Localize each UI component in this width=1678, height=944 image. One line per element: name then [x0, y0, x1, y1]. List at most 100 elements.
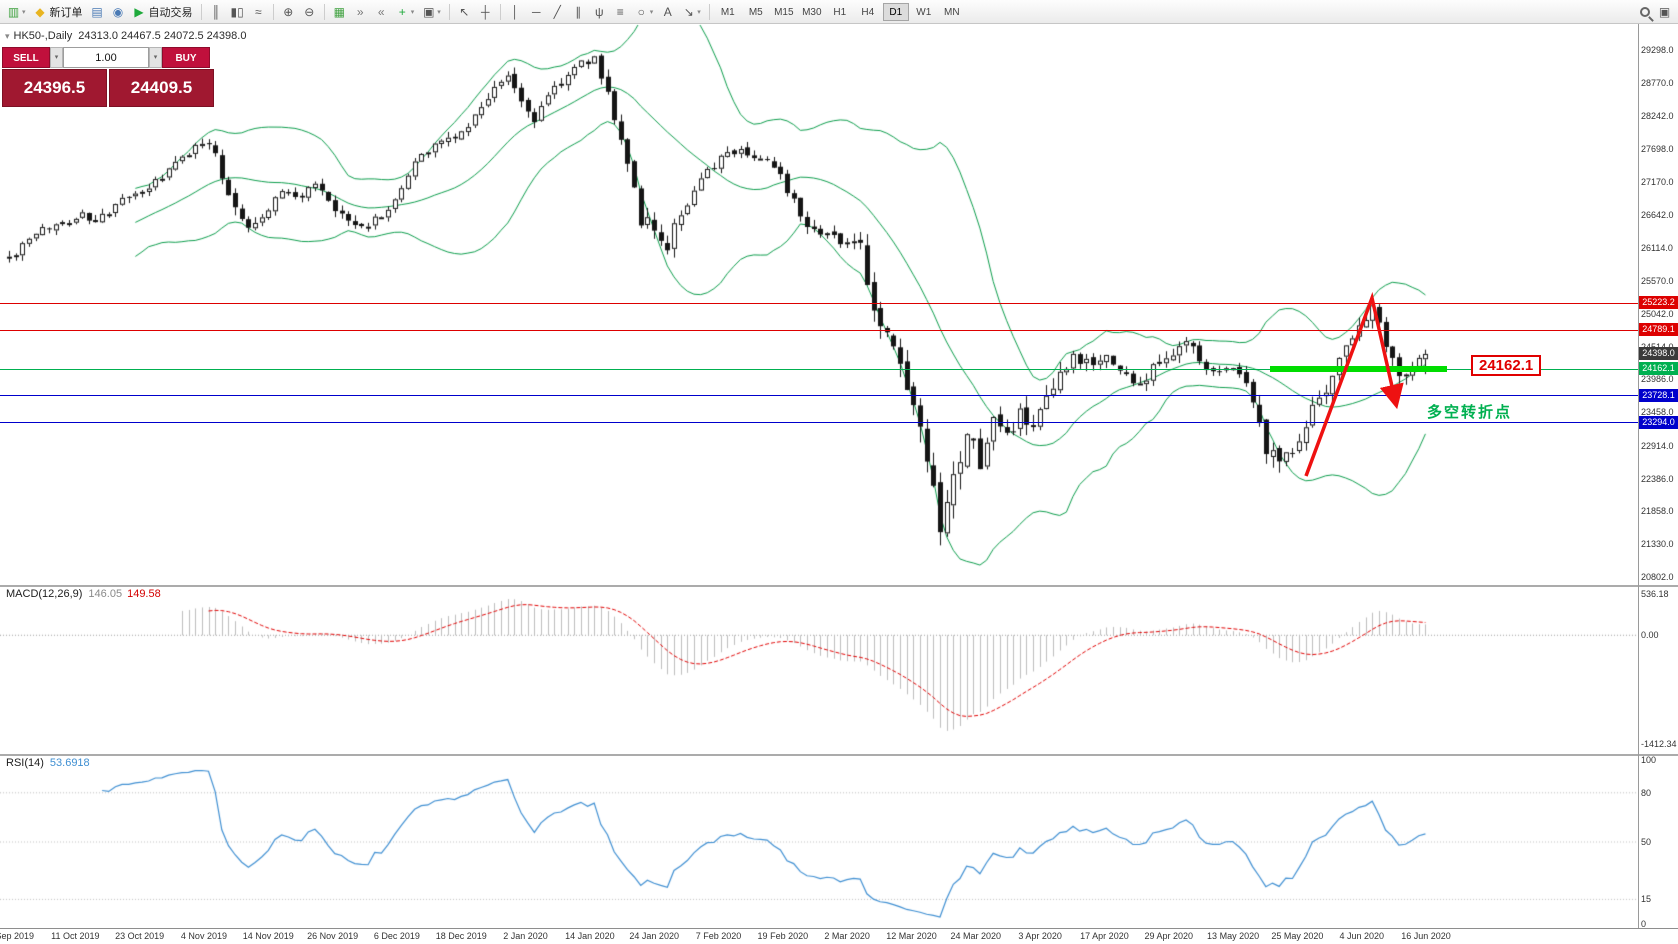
- indicators-button[interactable]: + ▾: [393, 2, 418, 22]
- buy-button[interactable]: BUY: [162, 47, 210, 68]
- buy-price-button[interactable]: 24409.5: [109, 69, 214, 107]
- buy-dropdown-icon[interactable]: ▾: [149, 47, 162, 68]
- hline-24789.1[interactable]: [0, 330, 1638, 331]
- bar-chart-icon[interactable]: ║: [207, 2, 226, 22]
- date-label: 18 Dec 2019: [435, 931, 487, 941]
- text-label-icon[interactable]: A: [658, 2, 677, 22]
- zoom-in-icon[interactable]: ⊕: [279, 2, 298, 22]
- tile-windows-icon[interactable]: ▦: [330, 2, 349, 22]
- macd-scale-label: -1412.34: [1641, 739, 1677, 749]
- sell-dropdown-icon[interactable]: ▾: [50, 47, 63, 68]
- hline-25223.2[interactable]: [0, 303, 1638, 304]
- timeframe-m30-button[interactable]: M30: [802, 6, 822, 18]
- price-axis-label: 23458.0: [1641, 407, 1674, 418]
- toolbar: ▥ ▾ ◆ 新订单 ▤ ◉ ▶ 自动交易 ║ ▮▯ ≈ ⊕ ⊖ ▦» «+ ▾ ▣ ▾ ↖ ┼ │ ─ ╱ ∥ ψ ≡ ○ ▾ A ↘ ▾ M…: [0, 0, 1678, 24]
- timeframe-h4-button[interactable]: H4: [861, 6, 875, 18]
- oneclick-collapse-icon[interactable]: ▾: [5, 31, 10, 41]
- date-label: 16 Jun 2020: [1401, 931, 1451, 941]
- cursor-icon-glyph: ↖: [459, 4, 470, 19]
- date-label: 29 Apr 2020: [1144, 931, 1194, 941]
- date-label: 3 Apr 2020: [1018, 931, 1062, 941]
- timeframe-w1-button[interactable]: W1: [916, 6, 932, 18]
- date-label: 19 Feb 2020: [757, 931, 809, 941]
- indicators-glyph: +: [398, 4, 406, 19]
- channel-icon[interactable]: ∥: [569, 2, 588, 22]
- new-chart-button[interactable]: ▥ ▾: [4, 2, 29, 22]
- panel-splitter[interactable]: [0, 754, 1678, 756]
- timeframe-d1-button[interactable]: D1: [882, 2, 909, 21]
- horizontal-line-icon[interactable]: ─: [527, 2, 546, 22]
- price-axis[interactable]: 29298.0 28770.0 28242.0 27698.0 27170.0 26642…: [1638, 24, 1678, 928]
- price-axis-label: 21330.0: [1641, 539, 1674, 550]
- time-axis[interactable]: 7 Sep 2019 11 Oct 2019 23 Oct 2019 4 Nov 20…: [0, 929, 1678, 944]
- search-icon[interactable]: [1637, 2, 1653, 22]
- arrows-icon[interactable]: ↘ ▾: [679, 2, 704, 22]
- line-chart-icon[interactable]: ≈: [249, 2, 268, 22]
- shapes-icon[interactable]: ○ ▾: [632, 2, 657, 22]
- turning-point-annotation[interactable]: 多空转折点: [1427, 404, 1513, 421]
- vertical-line-icon[interactable]: │: [506, 2, 525, 22]
- date-label: 7 Feb 2020: [695, 931, 742, 941]
- toolbar-separator: [272, 3, 274, 20]
- date-label: 25 May 2020: [1271, 931, 1324, 941]
- date-label: 2 Jan 2020: [503, 931, 548, 941]
- chart-profile-icon[interactable]: ▤: [88, 2, 107, 22]
- timeframe-m15-button[interactable]: M15: [774, 6, 794, 18]
- timeframe-mn-button[interactable]: MN: [944, 6, 960, 18]
- timeframe-m1-button[interactable]: M1: [720, 6, 735, 18]
- fibonacci-icon[interactable]: ≡: [611, 2, 630, 22]
- panel-splitter[interactable]: [0, 585, 1678, 587]
- toolbar-separator: [708, 3, 710, 20]
- date-label: 23 Oct 2019: [115, 931, 165, 941]
- dropdown-arrow-icon: ▾: [697, 8, 701, 16]
- rsi-name: RSI(14): [6, 757, 44, 769]
- toolbar-separator: [323, 3, 325, 20]
- date-label: 14 Nov 2019: [242, 931, 294, 941]
- zoom-out-icon[interactable]: ⊖: [300, 2, 319, 22]
- timeframe-h1-button[interactable]: H1: [833, 6, 847, 18]
- sell-price-button[interactable]: 24396.5: [2, 69, 107, 107]
- bar-chart-icon-glyph: ║: [211, 4, 221, 19]
- trendline-icon[interactable]: ╱: [548, 2, 567, 22]
- price-axis-label: 29298.0: [1641, 45, 1674, 55]
- autotrading-glyph: ▶: [134, 4, 144, 19]
- sell-button[interactable]: SELL: [2, 47, 50, 68]
- new-chart-glyph: ▥: [7, 4, 20, 19]
- hline-24162.1[interactable]: [0, 369, 1638, 370]
- autotrading-button[interactable]: ▶ 自动交易: [130, 2, 196, 22]
- price-axis-label: 22914.0: [1641, 440, 1674, 451]
- auto-scroll-icon[interactable]: »: [351, 2, 370, 22]
- toolbar-separator: [200, 3, 202, 20]
- price-tag-23728.1: 23728.1: [1639, 388, 1678, 402]
- autotrading-button-label: 自动交易: [148, 6, 193, 19]
- new-order-button[interactable]: ◆ 新订单: [31, 2, 86, 22]
- date-label: 11 Oct 2019: [51, 931, 100, 941]
- price-axis-label: 27698.0: [1641, 144, 1674, 155]
- zoom-out-icon-glyph: ⊖: [304, 4, 315, 19]
- price-axis-label: 23986.0: [1641, 374, 1674, 385]
- date-label: 12 Mar 2020: [886, 931, 937, 941]
- candlestick-chart-icon[interactable]: ▮▯: [228, 2, 247, 22]
- hline-23728.1[interactable]: [0, 395, 1638, 396]
- price-axis-label: 27170.0: [1641, 176, 1674, 187]
- andrews-pitchfork-icon[interactable]: ψ: [590, 2, 609, 22]
- volume-input[interactable]: [63, 47, 149, 68]
- toolbar-separator: [499, 3, 501, 20]
- alerts-icon[interactable]: ◉: [109, 2, 128, 22]
- magnifier-glyph: [1640, 6, 1650, 17]
- support-highlight-bar[interactable]: [1270, 365, 1447, 372]
- templates-button[interactable]: ▣ ▾: [419, 2, 444, 22]
- hline-23294[interactable]: [0, 422, 1638, 423]
- price-axis-label: 21858.0: [1641, 506, 1674, 517]
- window-layout-icon[interactable]: ▣: [1655, 2, 1674, 22]
- chart-shift-icon[interactable]: «: [372, 2, 391, 22]
- timeframe-m5-button[interactable]: M5: [748, 6, 763, 18]
- price-tag-23294.0: 23294.0: [1639, 415, 1678, 429]
- cursor-icon[interactable]: ↖: [455, 2, 474, 22]
- line-chart-icon-glyph: ≈: [254, 4, 262, 19]
- support-level-label[interactable]: 24162.1: [1471, 355, 1542, 376]
- date-label: 17 Apr 2020: [1080, 931, 1129, 941]
- crosshair-icon[interactable]: ┼: [476, 2, 495, 22]
